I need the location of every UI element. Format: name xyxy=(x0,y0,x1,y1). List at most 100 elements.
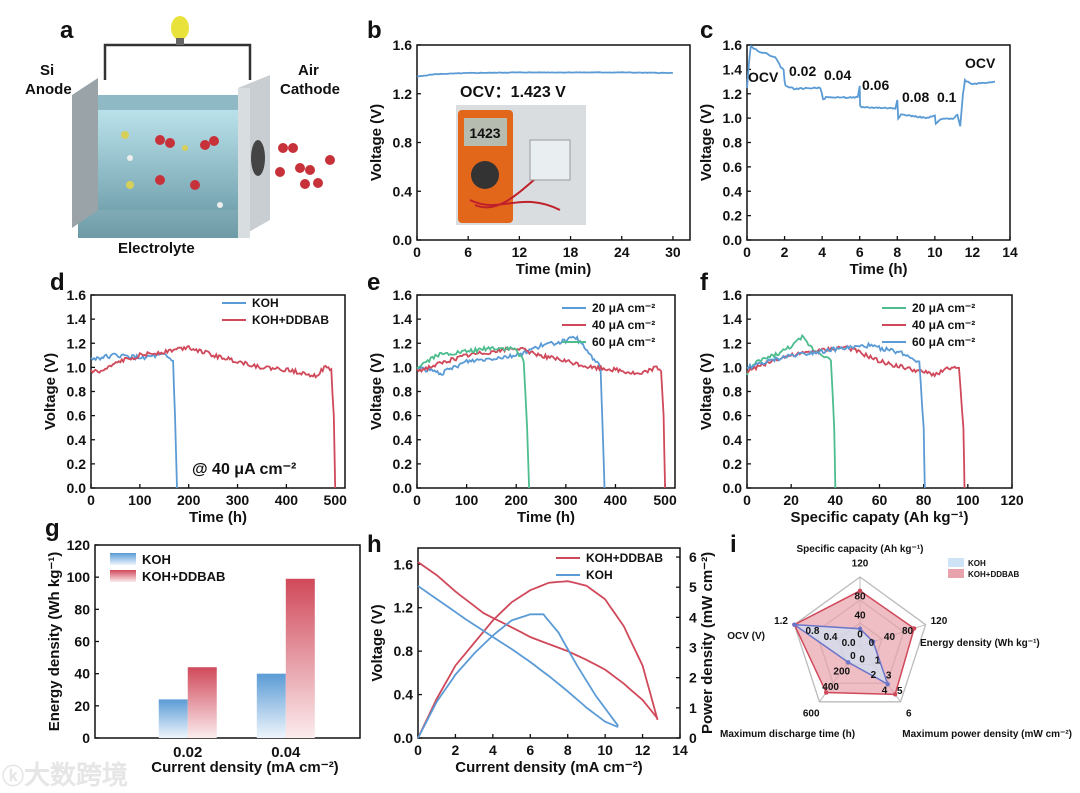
air-cathode-hole xyxy=(251,140,265,176)
radar-tick-label: 120 xyxy=(852,559,869,570)
radar-point xyxy=(845,660,851,665)
radar-point xyxy=(857,588,863,593)
y2-tick-label: 1 xyxy=(689,700,697,716)
bar-koh-ddbab-0.02 xyxy=(187,667,217,738)
radar-tick-label: 200 xyxy=(833,667,850,678)
radar-tick-label: 3 xyxy=(886,671,892,682)
panel-g-axes: 0 20 40 60 80 100 120 Current density (mA cm⁻²)… xyxy=(46,537,361,776)
si-anode-plate xyxy=(72,78,98,228)
y-tick-label: 0.2 xyxy=(67,456,87,472)
x-tick-label: 100 xyxy=(956,492,980,508)
y-tick-label: 120 xyxy=(67,537,91,553)
y-tick-label: 0.8 xyxy=(393,384,413,400)
x-tick-label: 0 xyxy=(743,492,751,508)
x-tick-label: 0 xyxy=(414,742,422,758)
legend-label: KOH+DDBAB xyxy=(586,551,663,565)
x-tick-label: 6 xyxy=(526,742,534,758)
series-line-koh-ddbab xyxy=(417,561,659,720)
radar-tick-label: 1.2 xyxy=(774,616,788,627)
radar-tick-label: 400 xyxy=(822,682,839,693)
y-tick-label: 0.4 xyxy=(67,432,87,448)
y-tick-label: 0.8 xyxy=(393,135,413,151)
y-tick-label: 0.8 xyxy=(723,384,743,400)
x-tick-label: 200 xyxy=(177,492,201,508)
y2-tick-label: 0 xyxy=(689,730,697,746)
panel-c-axes: 0 2 4 6 8 10 12 14 0.0 0.2 0.4 0.6 0.8 1.0 1.2 1.4 1.6 Ti… xyxy=(698,37,1018,278)
panel-label-a: a xyxy=(60,17,74,44)
x-axis-label: Current density (mA cm⁻²) xyxy=(151,759,338,776)
x-tick-label: 0 xyxy=(413,244,421,260)
radar-axis-label: Maximum power density (mW cm⁻²) xyxy=(902,729,1072,740)
x-tick-label: 24 xyxy=(614,244,630,260)
multimeter-reading: 1423 xyxy=(469,125,500,141)
radar-point xyxy=(885,681,890,687)
y-tick-label: 0.2 xyxy=(393,456,413,472)
anode-label: Si xyxy=(40,62,54,79)
x-tick-label: 120 xyxy=(1000,492,1024,508)
radar-tick-label: 5 xyxy=(897,686,903,697)
x-tick-label: 10 xyxy=(597,742,613,758)
y-tick-label: 1.4 xyxy=(67,311,87,327)
y-tick-label: 1.6 xyxy=(393,37,413,53)
x-tick-label: 12 xyxy=(512,244,528,260)
x-axis-label: Time (h) xyxy=(849,261,907,278)
y-tick-label: 1.2 xyxy=(723,86,743,102)
radar-axis-label: Specific capacity (Ah kg⁻¹) xyxy=(797,544,924,555)
y-tick-label: 1.4 xyxy=(723,61,743,77)
x-tick-label: 2 xyxy=(452,742,460,758)
legend-label: 20 μA cm⁻² xyxy=(592,301,655,315)
molecules xyxy=(121,131,335,208)
current-density-annotation: 0.08 xyxy=(902,89,929,105)
y-axis-label: Voltage (V) xyxy=(368,353,385,430)
panel-f-axes: 0 20 40 60 80 100 120 0.0 0.2 0.4 0.6 0.8 1.0 1.2 1.4 1… xyxy=(698,287,1024,526)
series-line-koh-ddbab xyxy=(90,344,337,489)
x-tick-label: 4 xyxy=(818,244,826,260)
legend-label: KOH+DDBAB xyxy=(968,570,1020,579)
x-tick-label: 60 xyxy=(872,492,888,508)
y-axis-label: Voltage (V) xyxy=(369,604,386,681)
x-tick-label: 500 xyxy=(324,492,348,508)
y-tick-label: 0.0 xyxy=(67,480,87,496)
x-tick-label: 300 xyxy=(554,492,578,508)
y-tick-label: 0.2 xyxy=(723,208,743,224)
legend-label: KOH+DDBAB xyxy=(252,313,329,327)
radar-point xyxy=(857,626,863,631)
legend-swatch xyxy=(110,570,136,582)
y2-tick-label: 4 xyxy=(689,609,697,625)
radar-tick-label: 0 xyxy=(857,630,863,641)
y-tick-label: 80 xyxy=(74,601,90,617)
x-tick-label: 0.02 xyxy=(173,744,202,761)
series-line-60-a-cm- xyxy=(746,341,926,489)
x-tick-label: 2 xyxy=(781,244,789,260)
x-axis-label: Time (min) xyxy=(516,261,592,278)
radar-axis-label: Energy density (Wh kg⁻¹) xyxy=(920,638,1040,649)
x-tick-label: 8 xyxy=(564,742,572,758)
radar-tick-label: 2 xyxy=(871,670,877,681)
y-axis-label: Voltage (V) xyxy=(368,104,385,181)
y-tick-label: 0.4 xyxy=(393,183,413,199)
x-tick-label: 10 xyxy=(927,244,943,260)
y2-tick-label: 5 xyxy=(689,579,697,595)
y-tick-label: 0.4 xyxy=(723,183,743,199)
cathode-label-2: Cathode xyxy=(280,81,340,98)
y-tick-label: 0 xyxy=(82,730,90,746)
radar-tick-label: 80 xyxy=(854,592,866,603)
air-cathode-front xyxy=(238,88,250,238)
panel-d-axes: 0 100 200 300 400 500 0.0 0.2 0.4 0.6 0.8 1.0 1.2 1.4… xyxy=(42,287,347,526)
x-tick-label: 14 xyxy=(672,742,688,758)
current-density-annotation: 0.06 xyxy=(862,77,889,93)
legend-label: KOH xyxy=(586,568,613,582)
legend-swatch xyxy=(948,558,964,567)
x-tick-label: 14 xyxy=(1002,244,1018,260)
lightbulb-icon xyxy=(171,16,189,40)
radar-tick-label: 120 xyxy=(931,616,948,627)
y2-axis-label: Power density (mW cm⁻²) xyxy=(699,552,716,734)
y-tick-label: 0.6 xyxy=(67,408,87,424)
cathode-label: Air xyxy=(298,62,319,79)
radar-point xyxy=(892,692,898,697)
x-tick-label: 0.04 xyxy=(271,744,301,761)
panel-label-b: b xyxy=(367,17,382,44)
anode-label-2: Anode xyxy=(25,81,72,98)
x-tick-label: 0 xyxy=(743,244,751,260)
radar-tick-label: 0.4 xyxy=(824,632,838,643)
